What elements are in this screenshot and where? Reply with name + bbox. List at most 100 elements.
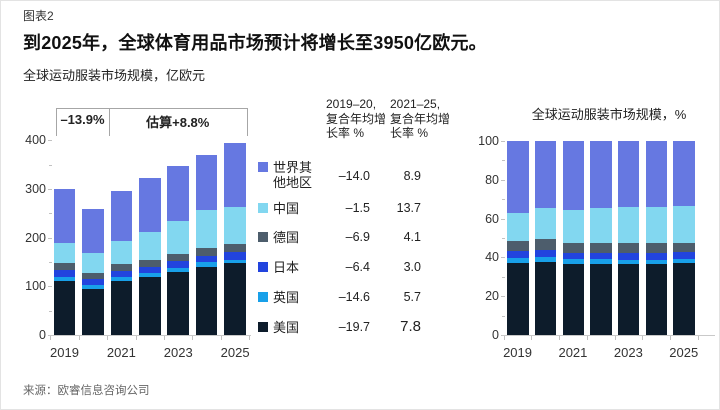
bar-segment-2021-德国 xyxy=(562,242,585,253)
x-tick-label: 2025 xyxy=(220,345,250,360)
cagr-2021-25-value: 4.1 xyxy=(403,230,421,244)
bar-segment-2023-中国 xyxy=(617,206,640,244)
bar-segment-2022-美国 xyxy=(138,276,161,335)
y-tick-mark xyxy=(48,286,52,288)
bar-segment-2022-英国 xyxy=(590,259,612,265)
bar-segment-2020-中国 xyxy=(82,253,104,273)
x-tick-mark xyxy=(135,336,137,340)
legend-label-中国: 中国 xyxy=(273,201,300,216)
bar-segment-2023-日本 xyxy=(167,261,189,268)
bar-segment-2021-中国 xyxy=(562,209,585,243)
bar-segment-2023-德国 xyxy=(617,243,640,253)
bar-segment-2023-美国 xyxy=(617,264,640,335)
bar-segment-2025-日本 xyxy=(673,251,695,259)
bar-segment-2024-日本 xyxy=(645,252,668,260)
bar-segment-2019-中国 xyxy=(507,212,529,242)
legend-swatch-美国 xyxy=(258,322,268,332)
bar-segment-2025-中国 xyxy=(224,206,246,245)
bar-segment-2021-中国 xyxy=(110,241,133,265)
y-minor-tick-mark xyxy=(49,213,52,215)
y-tick-mark xyxy=(501,218,505,220)
bar-segment-2021-世界其他地区 xyxy=(110,191,133,242)
bar-segment-2022-世界其他地区 xyxy=(590,141,612,208)
bar-segment-2019-美国 xyxy=(507,263,529,335)
bar-segment-2023-美国 xyxy=(167,271,189,335)
cagr-2019-20-value: –6.9 xyxy=(345,230,370,244)
bar-segment-2024-中国 xyxy=(645,206,668,244)
bar-segment-2025-世界其他地区 xyxy=(224,142,246,207)
exhibit-label: 图表2 xyxy=(23,9,54,23)
right-chart-title: 全球运动服装市场规模，% xyxy=(531,107,687,122)
bar-segment-2021-日本 xyxy=(110,271,133,278)
source-note: 来源：欧睿信息咨询公司 xyxy=(23,385,150,397)
cagr-2019-20-value: –1.5 xyxy=(345,201,370,215)
x-tick-mark xyxy=(642,336,644,340)
x-tick-mark xyxy=(220,336,222,340)
legend-label-世界其他地区: 世界其他地区 xyxy=(273,160,313,190)
y-minor-tick-mark xyxy=(502,315,505,317)
legend-swatch-德国 xyxy=(258,232,268,242)
y-tick-label: 40 xyxy=(485,250,499,265)
legend-label-日本: 日本 xyxy=(273,260,300,275)
table-header-2019-20-cagr: 2019–20, 复合年均增长率 % xyxy=(326,97,387,140)
bar-segment-2019-世界其他地区 xyxy=(53,188,76,244)
y-tick-label: 0 xyxy=(39,328,46,342)
x-tick-mark xyxy=(50,336,52,340)
bar-segment-2023-英国 xyxy=(167,267,189,272)
bar-segment-2019-英国 xyxy=(507,257,529,264)
bar-segment-2024-美国 xyxy=(195,266,218,335)
bar-segment-2024-美国 xyxy=(645,264,668,335)
x-tick-label: 2021 xyxy=(106,345,136,360)
bar-segment-2019-德国 xyxy=(53,262,76,270)
bar-segment-2019-德国 xyxy=(507,241,529,252)
bar-segment-2019-美国 xyxy=(53,280,76,335)
bar-segment-2023-世界其他地区 xyxy=(167,166,189,222)
legend-swatch-英国 xyxy=(258,292,268,302)
bar-segment-2025-英国 xyxy=(224,259,246,263)
y-minor-tick-mark xyxy=(502,238,505,239)
y-tick-label: 100 xyxy=(25,279,46,294)
y-tick-label: 100 xyxy=(478,134,499,148)
cagr-2019-20-value: –6.4 xyxy=(345,260,370,274)
table-header-2021-25-cagr: 2021–25, 复合年均增长率 % xyxy=(390,97,451,140)
legend-label-美国: 美国 xyxy=(273,320,300,335)
y-tick-label: 400 xyxy=(25,133,46,148)
x-tick-mark xyxy=(192,336,194,340)
bar-segment-2024-日本 xyxy=(195,255,218,263)
bar-segment-2021-世界其他地区 xyxy=(562,141,585,210)
bar-segment-2021-美国 xyxy=(562,264,585,335)
bar-segment-2024-英国 xyxy=(645,259,668,265)
legend-label-德国: 德国 xyxy=(273,230,300,245)
bar-segment-2022-世界其他地区 xyxy=(138,178,161,233)
bar-segment-2024-英国 xyxy=(195,262,218,267)
y-minor-tick-mark xyxy=(502,160,505,162)
x-tick-mark xyxy=(503,336,505,340)
bar-segment-2020-美国 xyxy=(534,262,557,335)
cagr-2021-25-value: 8.9 xyxy=(403,169,421,183)
x-tick-mark xyxy=(586,336,588,340)
x-tick-mark xyxy=(614,336,616,340)
x-tick-label: 2023 xyxy=(163,345,193,360)
cagr-2019-20-value: –19.7 xyxy=(338,320,370,334)
x-tick-mark xyxy=(107,336,109,340)
legend-swatch-世界其他地区 xyxy=(258,162,268,172)
x-tick-mark xyxy=(559,336,561,340)
bracket-vertical-line xyxy=(56,108,57,136)
cagr-2019-20-value: –14.6 xyxy=(338,290,370,304)
bar-segment-2019-世界其他地区 xyxy=(507,141,529,213)
bar-segment-2019-中国 xyxy=(53,243,76,263)
bar-segment-2020-日本 xyxy=(82,279,104,285)
bar-segment-2023-中国 xyxy=(167,221,189,254)
cagr-2021-25-value: 3.0 xyxy=(403,260,421,274)
bar-segment-2021-德国 xyxy=(110,264,133,272)
x-tick-mark xyxy=(78,336,80,340)
bar-segment-2025-美国 xyxy=(673,263,695,335)
x-tick-label: 2023 xyxy=(613,345,643,360)
bar-segment-2025-德国 xyxy=(673,242,695,252)
bar-segment-2025-世界其他地区 xyxy=(673,141,695,206)
bar-segment-2022-日本 xyxy=(590,252,612,260)
bar-segment-2024-世界其他地区 xyxy=(645,141,668,207)
